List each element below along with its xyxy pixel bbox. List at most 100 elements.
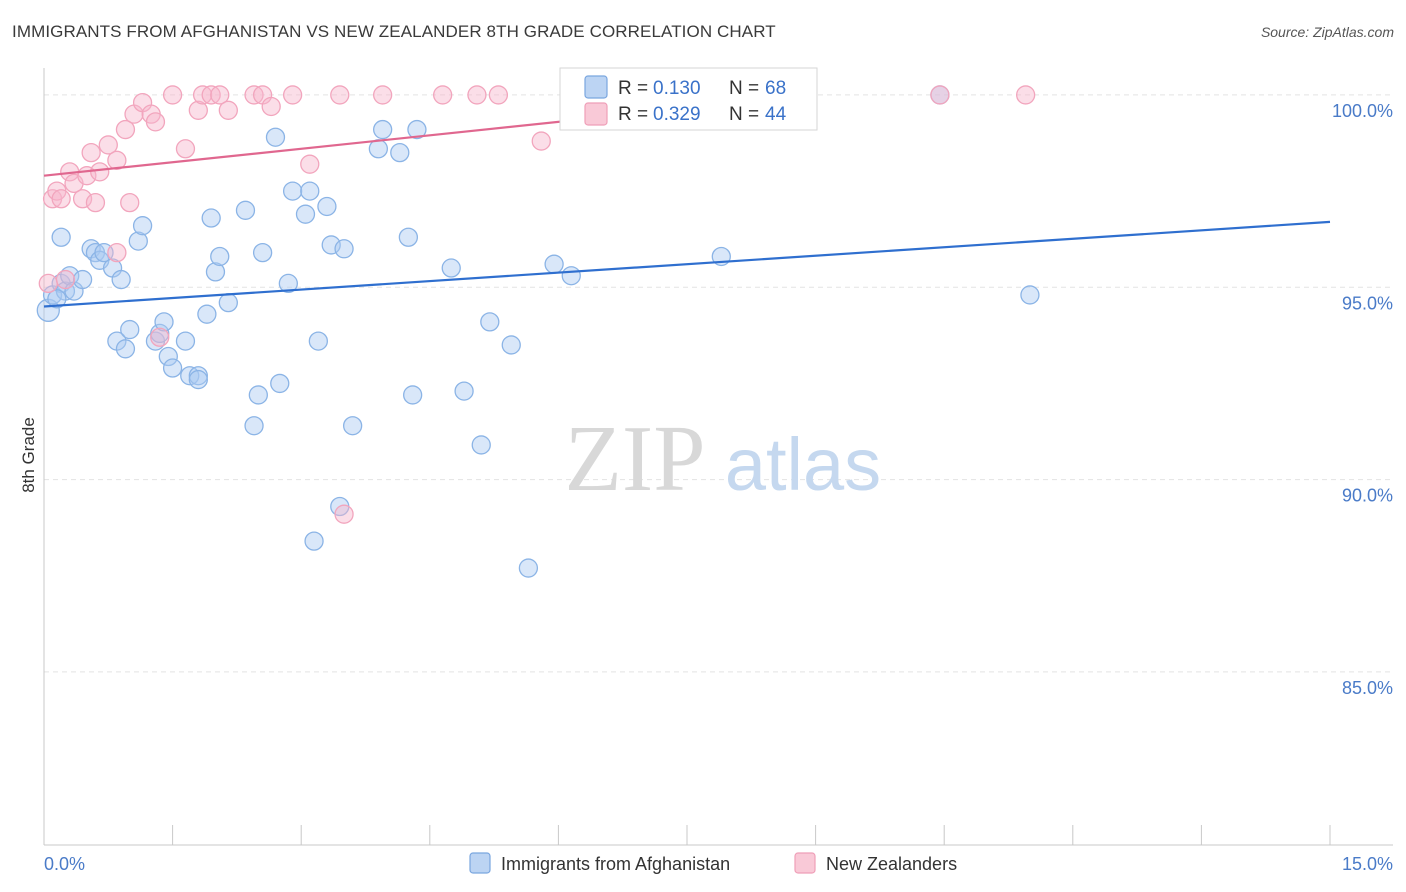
afghanistan-point-30: [210, 246, 230, 267]
legend-n-value-afghanistan: 68: [765, 78, 786, 99]
afghanistan-point-47: [368, 139, 389, 159]
afghanistan-point-52: [407, 119, 427, 140]
series-legend: Immigrants from Afghanistan New Zealande…: [469, 852, 957, 874]
afghanistan-point-18: [132, 216, 153, 236]
new-zealanders-point-23: [175, 139, 196, 159]
afghanistan-point-33: [248, 385, 268, 405]
stats-legend: R = 0.130 N = 68 R = 0.329 N = 44: [559, 67, 818, 131]
new-zealanders-point-31: [261, 96, 281, 117]
legend-swatch-afghanistan: [584, 75, 608, 99]
new-zealanders-point-13: [107, 150, 127, 170]
afghanistan-point-66: [47, 289, 67, 309]
afghanistan-point-45: [334, 239, 354, 259]
x-tick-label-min: 0.0%: [44, 854, 85, 874]
new-zealanders-point-21: [150, 327, 170, 347]
legend-n-label-afghanistan: N =: [729, 78, 759, 99]
new-zealanders-point-37: [467, 85, 487, 105]
new-zealanders-point-20: [145, 112, 166, 132]
data-points: [36, 85, 1040, 578]
watermark-atlas: atlas: [725, 423, 881, 506]
chart-title: IMMIGRANTS FROM AFGHANISTAN VS NEW ZEALA…: [12, 22, 776, 41]
afghanistan-point-53: [441, 258, 461, 278]
legend-n-label-new-zealanders: N =: [729, 104, 759, 125]
afghanistan-point-37: [270, 373, 290, 394]
afghanistan-point-60: [561, 266, 581, 286]
bottom-legend-label-afghanistan: Immigrants from Afghanistan: [501, 854, 730, 874]
bottom-legend-label-new-zealanders: New Zealanders: [826, 854, 957, 874]
x-tick-label-max: 15.0%: [1342, 854, 1393, 874]
axes: [43, 68, 1393, 846]
new-zealanders-point-28: [218, 100, 238, 120]
y-tick-label-1: 95.0%: [1342, 293, 1393, 313]
legend-r-value-afghanistan: 0.130: [653, 78, 701, 99]
afghanistan-point-35: [244, 416, 264, 436]
afghanistan-point-57: [501, 335, 521, 355]
afghanistan-point-36: [265, 127, 286, 147]
afghanistan-point-38: [278, 273, 298, 294]
bottom-legend-swatch-afghanistan: [469, 852, 491, 874]
afghanistan-point-43: [317, 196, 337, 217]
afghanistan-point-40: [295, 204, 316, 224]
new-zealanders-point-12: [98, 135, 118, 155]
new-zealanders-point-34: [330, 85, 350, 105]
legend-r-value-new-zealanders: 0.329: [653, 104, 701, 125]
afghanistan-point-56: [480, 312, 500, 332]
afghanistan-point-55: [471, 435, 491, 455]
afghanistan-point-41: [300, 181, 320, 201]
y-tick-labels: 100.0% 95.0% 90.0% 85.0%: [1332, 101, 1393, 698]
new-zealanders-point-32: [282, 85, 303, 105]
afghanistan-point-21: [154, 312, 174, 332]
afghanistan-point-51: [403, 385, 423, 405]
afghanistan-point-23: [162, 358, 183, 378]
new-zealanders-point-3: [51, 189, 71, 209]
new-zealanders-point-43: [334, 504, 354, 524]
new-zealanders-point-15: [115, 119, 136, 140]
afghanistan-point-54: [454, 381, 474, 401]
new-zealanders-point-27: [210, 85, 230, 105]
new-zealanders-point-39: [531, 131, 551, 151]
new-zealanders-point-14: [107, 242, 127, 263]
new-zealanders-point-41: [930, 85, 950, 105]
afghanistan-point-49: [390, 142, 410, 163]
new-zealanders-point-35: [372, 85, 393, 105]
y-tick-label-3: 85.0%: [1342, 678, 1393, 698]
afghanistan-point-58: [518, 558, 539, 578]
new-zealanders-point-24: [188, 100, 208, 120]
afghanistan-point-15: [115, 339, 136, 359]
new-zealanders-point-11: [90, 162, 110, 182]
new-zealanders-point-10: [85, 192, 106, 213]
afghanistan-point-17: [128, 231, 148, 251]
afghanistan-point-24: [175, 331, 196, 351]
afghanistan-trend-line: [43, 220, 1331, 308]
new-zealanders-point-22: [162, 85, 183, 105]
gridlines: [44, 94, 1393, 673]
watermark-zip: ZIP: [565, 407, 706, 511]
afghanistan-point-32: [235, 200, 256, 220]
legend-r-label-new-zealanders: R =: [618, 104, 648, 125]
chart-source: Source: ZipAtlas.com: [1260, 24, 1394, 40]
afghanistan-point-42: [308, 331, 328, 351]
afghanistan-point-6: [72, 269, 93, 290]
afghanistan-point-22: [158, 346, 178, 367]
afghanistan-point-29: [205, 262, 226, 282]
legend-n-value-new-zealanders: 44: [765, 104, 787, 125]
new-zealanders-point-42: [1015, 85, 1036, 105]
y-tick-label-2: 90.0%: [1342, 486, 1393, 506]
afghanistan-point-31: [218, 292, 238, 313]
afghanistan-point-13: [111, 269, 131, 290]
afghanistan-point-46: [342, 416, 363, 436]
afghanistan-point-39: [282, 181, 303, 201]
new-zealanders-point-0: [38, 273, 58, 294]
new-zealanders-point-38: [488, 85, 509, 105]
afghanistan-point-7: [51, 227, 71, 247]
afghanistan-point-67: [188, 369, 208, 390]
afghanistan-point-59: [544, 254, 564, 274]
new-zealanders-point-16: [120, 192, 140, 213]
legend-swatch-new-zealanders: [584, 102, 608, 126]
watermark: ZIP atlas: [565, 407, 882, 511]
y-axis-label: 8th Grade: [19, 417, 38, 493]
afghanistan-point-27: [197, 304, 217, 324]
y-tick-label-0: 100.0%: [1332, 101, 1393, 121]
bottom-legend-swatch-new-zealanders: [794, 852, 816, 874]
